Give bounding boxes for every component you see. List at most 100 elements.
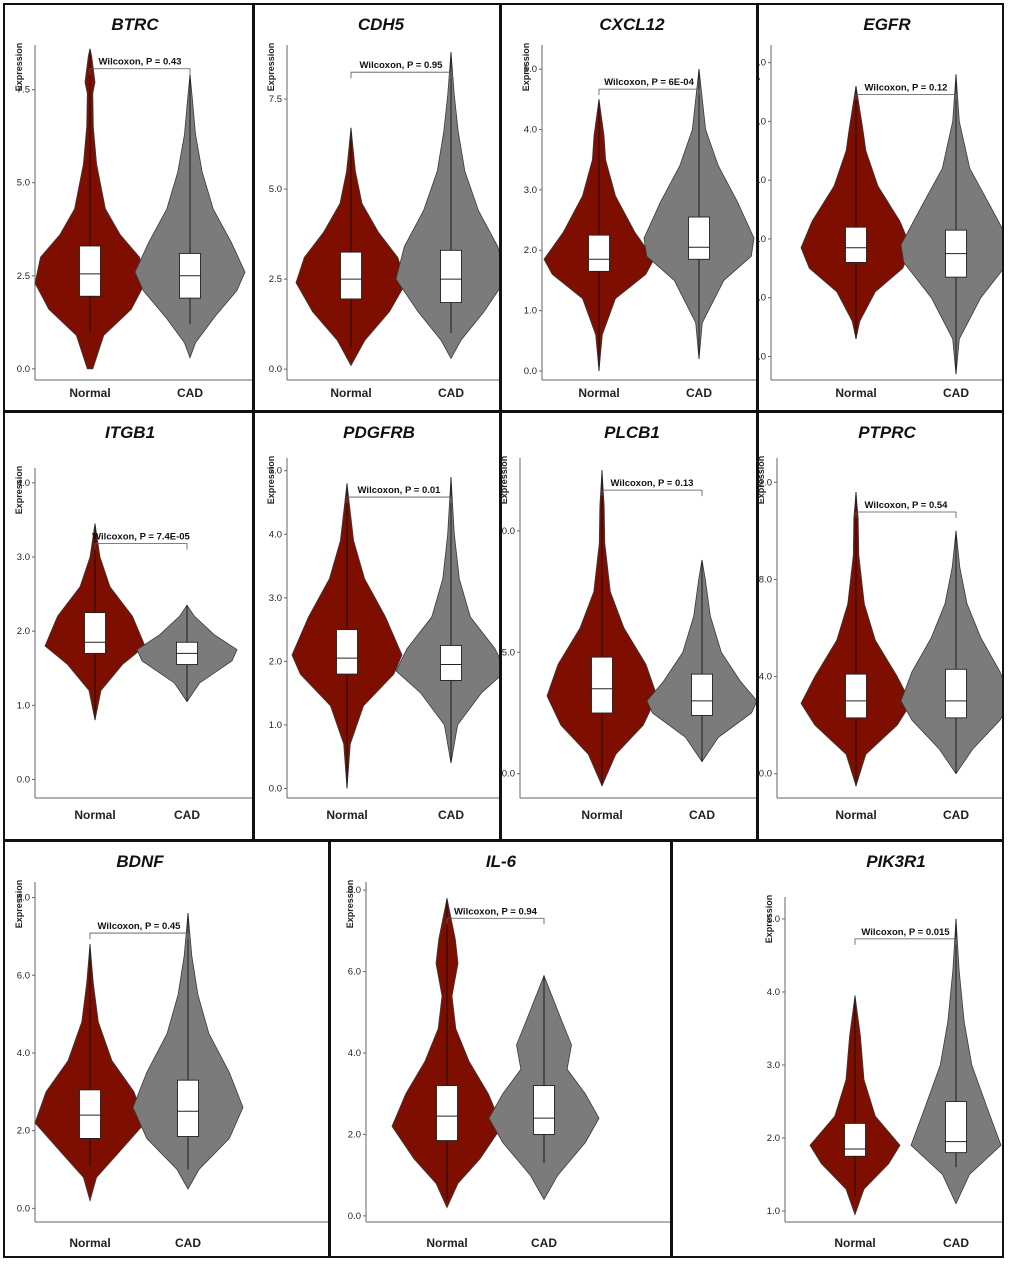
y-tick-label: 0.0 [269, 783, 282, 794]
boxplot-box [688, 216, 710, 260]
violin-chart: IL-6 Expression 0.0 2.0 4.0 6.0 8.0 Normal CAD Wi… [345, 852, 670, 1250]
y-tick-label: 3.0 [524, 185, 537, 196]
significance-bracket [446, 917, 545, 925]
chart-title: IL-6 [486, 852, 517, 871]
y-tick-label: 6.0 [17, 970, 30, 981]
panel-pik3r1: PIK3R1 Expression 1.0 2.0 3.0 4.0 5.0 Normal CAD… [671, 840, 1004, 1258]
boxplot-box [84, 612, 106, 654]
y-tick-label: 0.0 [759, 351, 766, 362]
x-label-normal: Normal [74, 808, 115, 822]
significance-bracket [601, 489, 703, 497]
y-tick-label: 2.5 [269, 274, 282, 285]
x-label-cad: CAD [943, 1236, 969, 1250]
boxplot-box [945, 668, 967, 719]
chart-title: BDNF [116, 852, 164, 871]
boxplot-box [177, 1079, 199, 1137]
y-tick-label: 1.0 [524, 306, 537, 317]
y-tick-label: 2.0 [348, 1129, 361, 1140]
y-tick-label: 4.0 [17, 1048, 30, 1059]
violin-cad [395, 52, 499, 360]
y-tick-label: 3.0 [767, 1060, 780, 1071]
boxplot-box [691, 673, 713, 716]
x-label-cad: CAD [174, 808, 200, 822]
y-axis-label: Expression [266, 456, 276, 505]
panel-il6: IL-6 Expression 0.0 2.0 4.0 6.0 8.0 Normal CAD Wi… [329, 840, 672, 1258]
panel-plcb1: PLCB1 Expression 0.0 5.0 10.0 Normal CAD Wilcox… [500, 411, 758, 841]
panel-cxcl12: CXCL12 Expression 0.0 1.0 2.0 3.0 4.0 5.0 Normal… [500, 3, 758, 412]
y-tick-label: 3.0 [17, 552, 30, 563]
wilcoxon-label: Wilcoxon, P = 0.94 [454, 906, 538, 917]
y-tick-label: 7.5 [17, 85, 30, 96]
significance-bracket [350, 71, 452, 79]
boxplot-box [588, 234, 610, 272]
panel-egfr: EGFR Expression 0.0 1.0 2.0 3.0 4.0 5.0 Normal CA… [757, 3, 1004, 412]
y-tick-label: 4.0 [759, 116, 766, 127]
wilcoxon-label: Wilcoxon, P = 0.45 [98, 921, 182, 932]
panel-itgb1: ITGB1 Expression 0.0 1.0 2.0 3.0 4.0 Normal CAD W… [3, 411, 254, 841]
chart-title: PLCB1 [604, 423, 660, 442]
boxplot-box [591, 656, 613, 714]
y-tick-label: 5.0 [767, 914, 780, 925]
chart-title: ITGB1 [105, 423, 155, 442]
boxplot-box [440, 645, 462, 681]
significance-bracket [94, 543, 188, 550]
boxplot-box [945, 1101, 967, 1154]
violin-chart: PIK3R1 Expression 1.0 2.0 3.0 4.0 5.0 Normal CAD… [764, 852, 1002, 1250]
y-tick-label: 8.0 [759, 574, 772, 585]
y-tick-label: 1.0 [759, 293, 766, 304]
y-tick-label: 0.0 [759, 769, 772, 780]
y-tick-label: 2.0 [759, 234, 766, 245]
y-tick-label: 4.0 [348, 1048, 361, 1059]
y-axis-label: Expression [345, 880, 355, 929]
x-label-normal: Normal [330, 386, 371, 400]
y-axis-label: Expression [14, 880, 24, 929]
wilcoxon-label: Wilcoxon, P = 0.43 [99, 57, 182, 68]
violin-chart: EGFR Expression 0.0 1.0 2.0 3.0 4.0 5.0 Normal CA… [759, 15, 1002, 400]
violin-chart: PLCB1 Expression 0.0 5.0 10.0 Normal CAD Wilcox… [502, 423, 756, 822]
y-tick-label: 0.0 [17, 774, 30, 785]
y-tick-label: 2.0 [17, 1126, 30, 1137]
boxplot-box [340, 251, 362, 300]
x-label-normal: Normal [581, 808, 622, 822]
y-tick-label: 2.0 [17, 626, 30, 637]
y-axis-label: Expression [764, 895, 774, 944]
y-tick-label: 0.0 [502, 769, 515, 780]
violin-chart: PDGFRB Expression 0.0 1.0 2.0 3.0 4.0 5.0 Normal… [266, 423, 499, 822]
y-axis-label: Expression [502, 456, 509, 505]
significance-bracket [346, 496, 452, 504]
y-tick-label: 10.0 [502, 526, 515, 537]
y-tick-label: 4.0 [269, 529, 282, 540]
boxplot-box [436, 1085, 458, 1142]
y-tick-label: 2.5 [17, 271, 30, 282]
y-tick-label: 2.0 [767, 1133, 780, 1144]
y-tick-label: 0.0 [524, 366, 537, 377]
violin-chart: BDNF Expression 0.0 2.0 4.0 6.0 8.0 Normal CAD Wi… [14, 852, 328, 1250]
wilcoxon-label: Wilcoxon, P = 0.01 [358, 485, 442, 496]
violin-chart: CXCL12 Expression 0.0 1.0 2.0 3.0 4.0 5.0 Normal… [521, 15, 756, 400]
violin-cad [900, 530, 1002, 775]
y-tick-label: 4.0 [767, 987, 780, 998]
chart-title: EGFR [863, 15, 911, 34]
y-tick-label: 2.0 [524, 245, 537, 256]
y-tick-label: 0.0 [17, 364, 30, 375]
violin-chart: PTPRC Expression 0.0 4.0 8.0 12.0 Normal CAD Wil… [759, 423, 1002, 822]
y-tick-label: 5.0 [524, 64, 537, 75]
significance-bracket [855, 511, 957, 518]
violin-cad [900, 74, 1002, 375]
x-label-normal: Normal [69, 386, 110, 400]
panel-bdnf: BDNF Expression 0.0 2.0 4.0 6.0 8.0 Normal CAD Wi… [3, 840, 330, 1258]
violin-chart: CDH5 Expression 0.0 2.5 5.0 7.5 Normal CAD Wilco… [266, 15, 499, 400]
x-label-cad: CAD [177, 386, 203, 400]
panel-ptprc: PTPRC Expression 0.0 4.0 8.0 12.0 Normal CAD Wil… [757, 411, 1004, 841]
boxplot-box [845, 226, 867, 263]
wilcoxon-label: Wilcoxon, P = 0.95 [360, 60, 444, 71]
x-label-normal: Normal [578, 386, 619, 400]
boxplot-box [79, 1089, 101, 1139]
significance-bracket [854, 938, 957, 945]
wilcoxon-label: Wilcoxon, P = 7.4E-05 [92, 532, 190, 543]
y-axis-label: Expression [266, 43, 276, 92]
x-label-cad: CAD [438, 808, 464, 822]
chart-title: CDH5 [358, 15, 405, 34]
y-tick-label: 3.0 [759, 175, 766, 186]
x-label-normal: Normal [835, 386, 876, 400]
